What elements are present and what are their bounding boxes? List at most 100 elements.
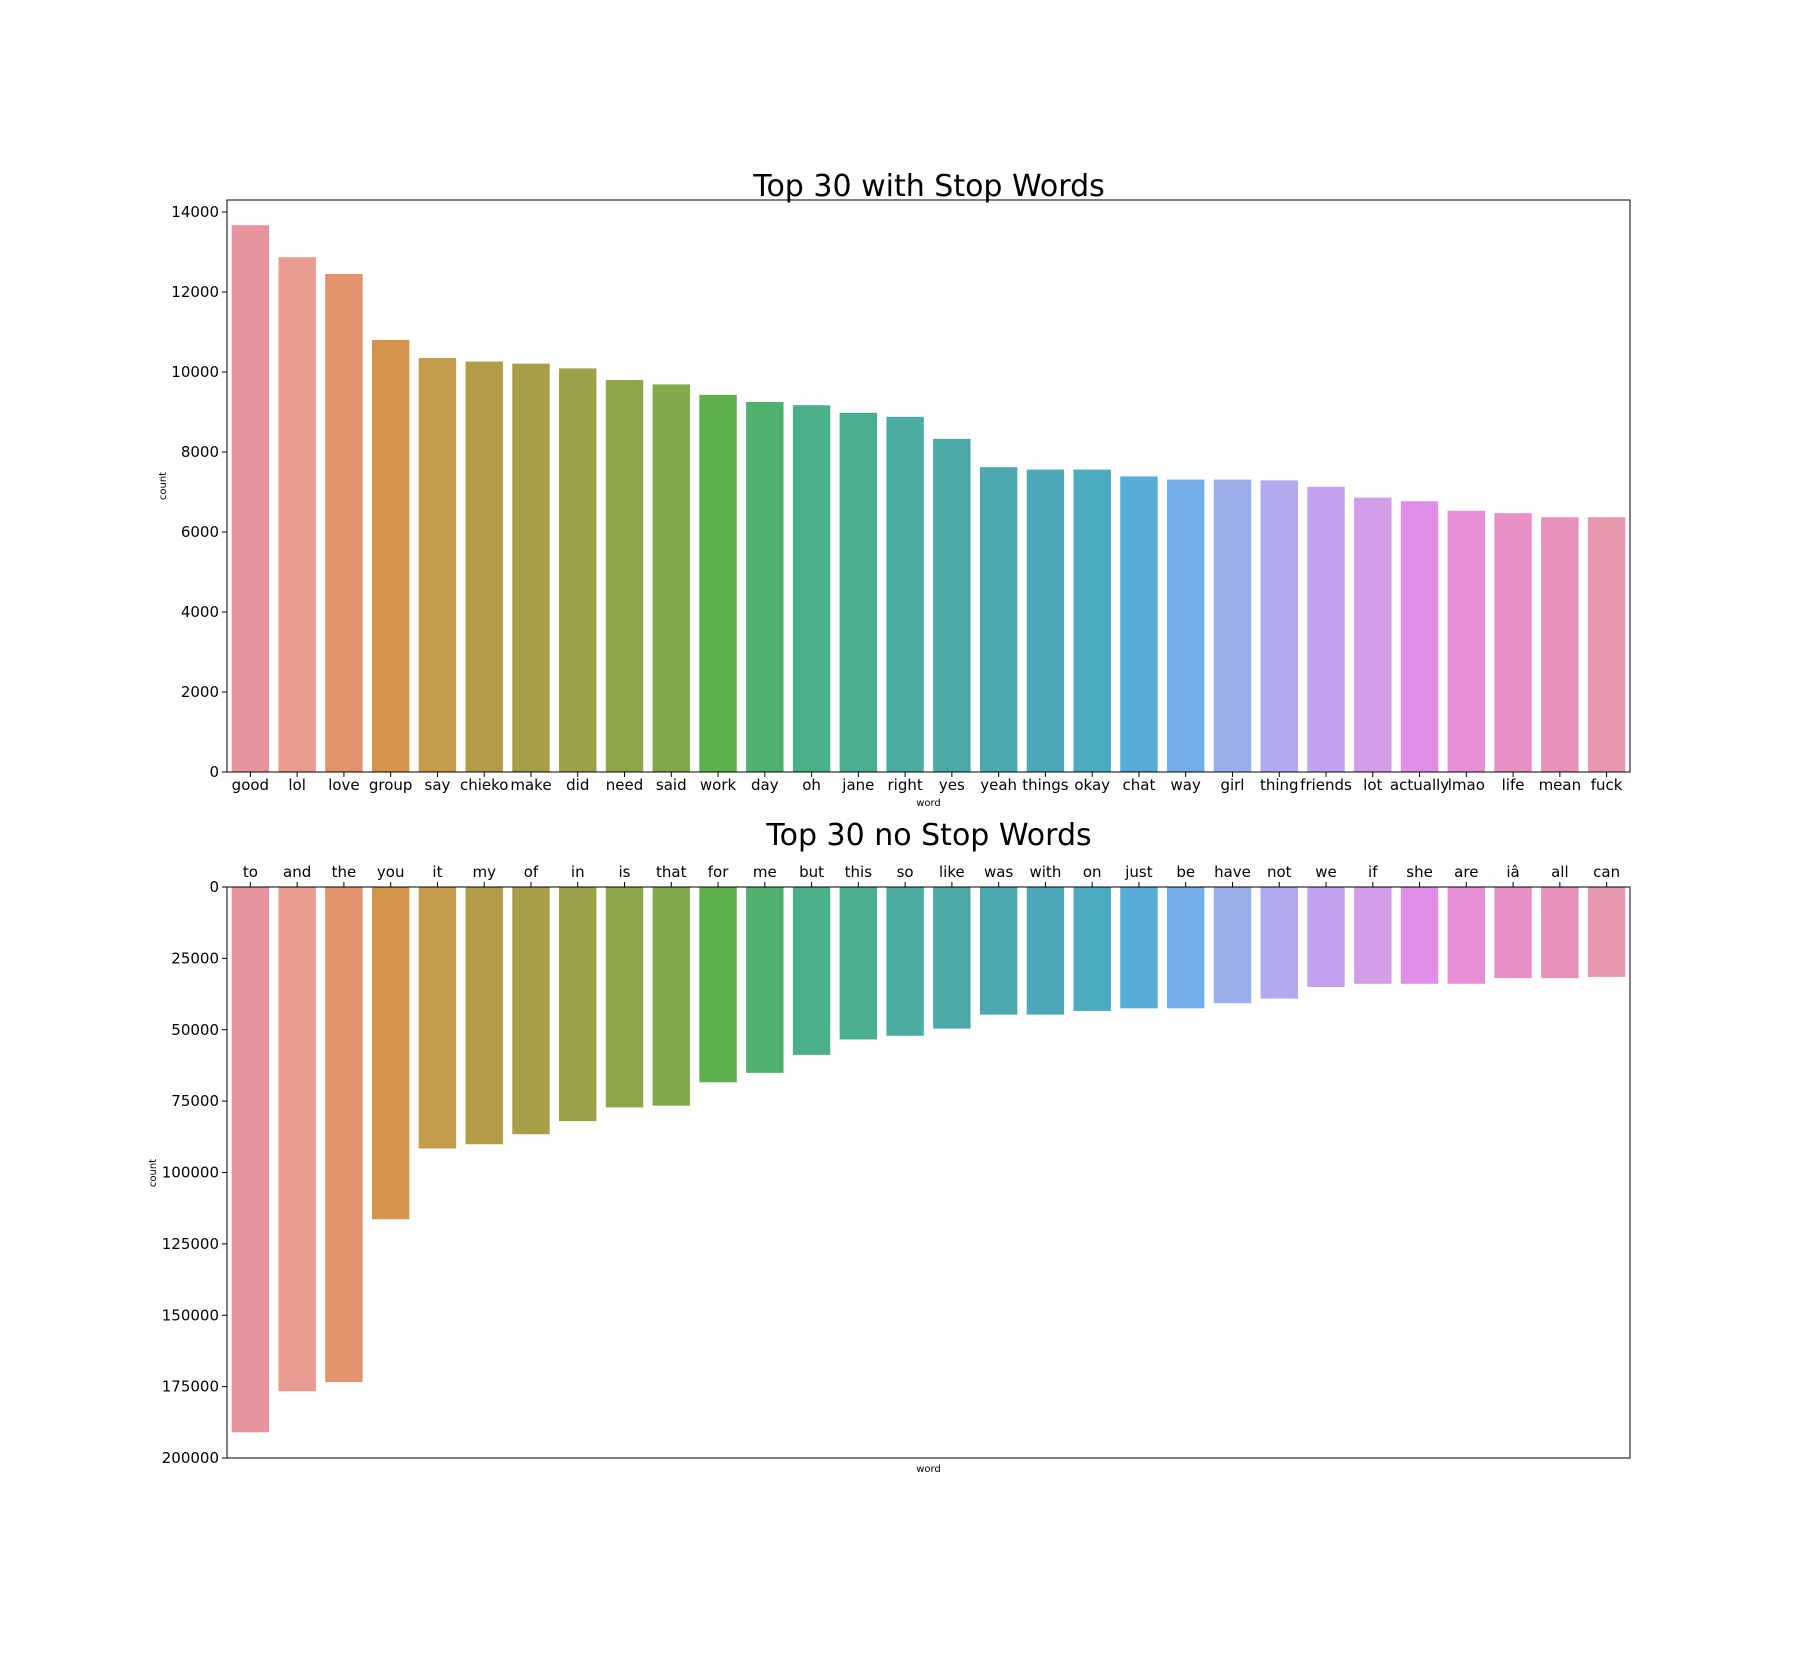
x-tick-label: are bbox=[1454, 863, 1478, 881]
bar-to bbox=[231, 887, 270, 1433]
bar-fuck bbox=[1587, 517, 1626, 772]
x-tick-label: life bbox=[1502, 776, 1525, 794]
bar-say bbox=[418, 358, 457, 772]
y-tick-label: 25000 bbox=[171, 949, 219, 967]
x-tick-label: chieko bbox=[460, 776, 508, 794]
x-tick-label: oh bbox=[802, 776, 821, 794]
x-tick-label: this bbox=[845, 863, 873, 881]
x-tick-label: make bbox=[510, 776, 551, 794]
x-axis-label: word bbox=[916, 798, 941, 809]
x-tick-label: right bbox=[887, 776, 922, 794]
bar-okay bbox=[1073, 469, 1111, 772]
bar-just bbox=[1120, 887, 1158, 1009]
bar-lmao bbox=[1447, 510, 1486, 772]
bar-and bbox=[278, 887, 316, 1392]
x-tick-label: lot bbox=[1363, 776, 1382, 794]
x-tick-label: did bbox=[566, 776, 589, 794]
bar-said bbox=[652, 384, 690, 772]
x-tick-label: yeah bbox=[980, 776, 1017, 794]
y-tick-label: 12000 bbox=[171, 283, 219, 301]
bar-the bbox=[325, 887, 363, 1383]
bar-iâ bbox=[1494, 887, 1532, 979]
bar-love bbox=[325, 274, 363, 772]
x-tick-label: my bbox=[472, 863, 496, 881]
x-tick-label: group bbox=[369, 776, 413, 794]
y-tick-label: 100000 bbox=[162, 1164, 219, 1182]
bar-me bbox=[746, 887, 784, 1073]
x-tick-label: day bbox=[751, 776, 779, 794]
bar-of bbox=[512, 887, 550, 1135]
x-tick-label: lmao bbox=[1448, 776, 1485, 794]
chart-title: Top 30 with Stop Words bbox=[752, 169, 1105, 204]
bar-she bbox=[1400, 887, 1439, 984]
x-tick-label: me bbox=[753, 863, 777, 881]
bar-that bbox=[652, 887, 690, 1106]
bar-it bbox=[418, 887, 457, 1149]
bar-day bbox=[746, 402, 784, 772]
bar-did bbox=[559, 368, 597, 772]
y-tick-label: 125000 bbox=[162, 1235, 219, 1253]
x-tick-labels: to and the you it my of in is that for me but this so l… bbox=[243, 863, 1620, 887]
bar-is bbox=[605, 887, 644, 1108]
x-tick-label: can bbox=[1593, 863, 1620, 881]
bar-on bbox=[1073, 887, 1111, 1011]
bar-but bbox=[792, 887, 831, 1055]
x-tick-label: it bbox=[432, 863, 442, 881]
bar-way bbox=[1167, 479, 1205, 772]
y-tick-label: 50000 bbox=[171, 1021, 219, 1039]
x-tick-label: to bbox=[243, 863, 258, 881]
bar-right bbox=[886, 416, 924, 772]
x-tick-label: for bbox=[708, 863, 729, 881]
y-tick-labels: 0 25000 50000 75000 100000 125000 150000 175000… bbox=[162, 878, 227, 1467]
x-tick-label: all bbox=[1551, 863, 1569, 881]
plot-frame bbox=[226, 886, 1631, 1459]
bar-this bbox=[839, 887, 878, 1040]
chart-no-stop-words: Top 30 no Stop Words to and the you it my of in… bbox=[148, 818, 1631, 1475]
x-tick-label: yes bbox=[939, 776, 965, 794]
x-tick-label: actually bbox=[1390, 776, 1449, 794]
y-axis-label: count bbox=[148, 1159, 159, 1187]
x-tick-label: chat bbox=[1123, 776, 1156, 794]
x-tick-label: jane bbox=[841, 776, 874, 794]
x-tick-label: but bbox=[799, 863, 824, 881]
x-tick-label: that bbox=[656, 863, 687, 881]
y-tick-labels: 0 2000 4000 6000 8000 10000 12000 14000 bbox=[171, 203, 227, 781]
bar-are bbox=[1447, 887, 1486, 984]
bar-all bbox=[1541, 887, 1579, 979]
bar-things bbox=[1026, 469, 1065, 772]
bar-need bbox=[605, 380, 644, 772]
bar-chat bbox=[1120, 476, 1158, 772]
x-tick-label: say bbox=[425, 776, 451, 794]
bar-mean bbox=[1541, 517, 1579, 772]
x-tick-label: iâ bbox=[1506, 863, 1519, 881]
bar-group bbox=[231, 225, 1626, 772]
bar-chieko bbox=[465, 361, 503, 772]
y-tick-label: 175000 bbox=[162, 1378, 219, 1396]
x-tick-label: the bbox=[332, 863, 357, 881]
x-tick-label: fuck bbox=[1591, 776, 1623, 794]
y-tick-label: 4000 bbox=[181, 603, 219, 621]
y-tick-label: 10000 bbox=[171, 363, 219, 381]
x-tick-label: you bbox=[377, 863, 405, 881]
bar-with bbox=[1026, 887, 1065, 1015]
bar-group bbox=[371, 340, 410, 772]
x-tick-label: like bbox=[939, 863, 965, 881]
bar-oh bbox=[792, 405, 831, 772]
x-tick-label: was bbox=[984, 863, 1013, 881]
bar-good bbox=[231, 225, 270, 772]
x-tick-label: things bbox=[1022, 776, 1069, 794]
x-tick-label: in bbox=[571, 863, 585, 881]
bar-yeah bbox=[979, 467, 1018, 772]
x-tick-label: need bbox=[606, 776, 644, 794]
x-tick-label: lol bbox=[288, 776, 306, 794]
x-tick-labels: good lol love group say chieko make did need said… bbox=[232, 772, 1623, 794]
bar-make bbox=[512, 363, 550, 772]
bar-so bbox=[886, 887, 924, 1036]
x-tick-label: not bbox=[1267, 863, 1292, 881]
x-tick-label: said bbox=[656, 776, 687, 794]
x-tick-label: way bbox=[1171, 776, 1201, 794]
y-tick-label: 200000 bbox=[162, 1449, 219, 1467]
y-tick-label: 150000 bbox=[162, 1306, 219, 1324]
chart-with-stop-words: Top 30 with Stop Words good lol love group s… bbox=[158, 169, 1631, 809]
x-tick-label: good bbox=[232, 776, 269, 794]
